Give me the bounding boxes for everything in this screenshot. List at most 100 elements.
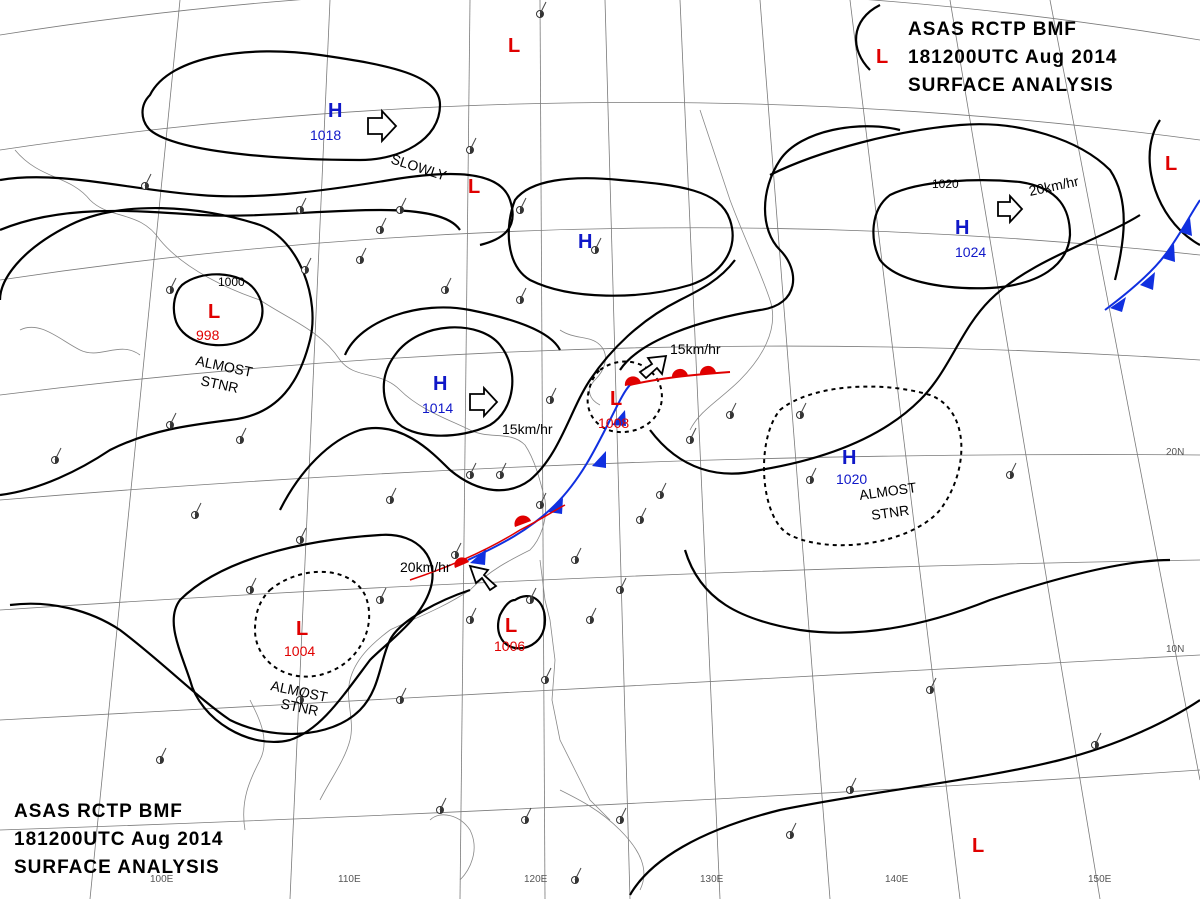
- wind-barb-icon: [379, 217, 387, 231]
- cold-front-pip: [612, 410, 626, 426]
- low-center-symbol: L: [468, 176, 480, 198]
- wind-barb-icon: [299, 687, 307, 701]
- stationary-note: STNR: [279, 695, 320, 719]
- wind-barb-icon: [469, 462, 477, 476]
- isobar: [172, 533, 434, 743]
- low-center-value: 1004: [284, 643, 315, 659]
- wind-barb-icon: [849, 777, 857, 791]
- isobar-values: 1000 1020: [218, 177, 959, 289]
- header-line: ASAS RCTP BMF: [14, 801, 183, 822]
- low-center-symbol: L: [972, 835, 984, 857]
- wind-barb-icon: [544, 667, 552, 681]
- warm-front-south: [409, 504, 566, 581]
- wind-barb-icon: [469, 137, 477, 151]
- coordinate-labels: 100E 110E 120E 130E 140E 150E 10N 20N: [150, 447, 1184, 885]
- motion-arrows: [367, 108, 1024, 592]
- cold-front-pip: [1180, 218, 1192, 236]
- warm-front-bump: [454, 557, 469, 568]
- lon-label: 110E: [338, 874, 361, 885]
- cold-front-pip: [470, 549, 486, 565]
- cold-front-pip: [1110, 297, 1126, 312]
- arrow-east-icon: [997, 193, 1024, 225]
- cold-front-pip: [592, 451, 606, 468]
- header-bottom: ASAS RCTP BMF 181200UTC Aug 2014 SURFACE…: [14, 801, 224, 878]
- isobar: [855, 4, 881, 71]
- wind-barb-icon: [239, 427, 247, 441]
- wind-barb-icon: [304, 257, 312, 271]
- low-center-symbol: L: [1165, 153, 1177, 175]
- wind-barb-icon: [299, 197, 307, 211]
- cold-front-pip: [1162, 244, 1175, 262]
- isobar-high-1020-dashed: [763, 385, 963, 547]
- header-line: 181200UTC Aug 2014: [908, 47, 1118, 68]
- wind-barb-icon: [789, 822, 797, 836]
- low-center-symbol: L: [296, 618, 308, 640]
- high-center-symbol: H: [328, 100, 342, 122]
- lon-label: 140E: [885, 874, 909, 885]
- header-line: SURFACE ANALYSIS: [14, 857, 220, 878]
- isobar: [683, 549, 1171, 634]
- wind-barb-icon: [444, 277, 452, 291]
- isobar: [0, 172, 514, 247]
- cold-front: [467, 384, 631, 561]
- header-line: 181200UTC Aug 2014: [14, 829, 224, 850]
- low-center-value: 1008: [598, 415, 629, 431]
- wind-barb-icon: [169, 277, 177, 291]
- isobar-high-1014: [382, 326, 514, 437]
- motion-notes: SLOWLY 15km/hr 15km/hr 20km/hr 20km/hr A…: [194, 151, 1080, 719]
- isobar-low-1000: [172, 273, 264, 347]
- lon-label: 100E: [150, 874, 174, 885]
- wind-barb-icon: [389, 487, 397, 501]
- cold-front-pip: [1140, 272, 1155, 290]
- high-center-value: 1014: [422, 400, 453, 416]
- wind-barb-icon: [729, 402, 737, 416]
- movement-speed: 20km/hr: [400, 559, 451, 575]
- wind-barb-icon: [659, 482, 667, 496]
- high-center-value: 1018: [310, 127, 341, 143]
- stationary-note: STNR: [199, 372, 240, 396]
- lat-label: 10N: [1166, 644, 1184, 655]
- station-plots: [51, 1, 1102, 884]
- wind-barb-icon: [54, 447, 62, 461]
- warm-front-bump: [624, 376, 641, 386]
- low-center-value: 1006: [494, 638, 525, 654]
- low-center-symbol: L: [208, 301, 220, 323]
- isobar-label: 1000: [218, 275, 245, 289]
- isobar-low-1004-dashed: [253, 570, 371, 678]
- wind-barb-icon: [469, 607, 477, 621]
- wind-barb-icon: [1009, 462, 1017, 476]
- wind-barb-icon: [194, 502, 202, 516]
- arrow-east-icon: [469, 385, 499, 419]
- isobar: [0, 208, 461, 232]
- movement-speed: 15km/hr: [502, 421, 553, 437]
- wind-barb-icon: [574, 547, 582, 561]
- wind-barb-icon: [144, 173, 152, 187]
- warm-front-bump: [671, 368, 688, 378]
- pressure-centers: H 1018 H 1014 H 1020 H 1024 H L 998 L 10…: [196, 35, 1177, 857]
- warm-front-bump: [699, 365, 716, 375]
- isobar: [0, 206, 314, 497]
- wind-barb-icon: [379, 587, 387, 601]
- low-center-symbol: L: [876, 46, 888, 68]
- isobar-low-1008-dashed: [586, 360, 663, 434]
- lat-label: 20N: [1166, 447, 1184, 458]
- low-center-symbol: L: [508, 35, 520, 57]
- wind-barb-icon: [499, 462, 507, 476]
- isobar-low-1006: [497, 595, 547, 650]
- low-center-symbol: L: [505, 615, 517, 637]
- wind-barb-icon: [689, 427, 697, 441]
- cold-front-east: [1104, 199, 1200, 311]
- wind-barb-icon: [799, 402, 807, 416]
- wind-barb-icon: [524, 807, 532, 821]
- wind-barb-icon: [589, 607, 597, 621]
- high-center-symbol: H: [433, 373, 447, 395]
- warm-front-bump: [514, 515, 531, 527]
- wind-barb-icon: [299, 527, 307, 541]
- wind-barb-icon: [399, 197, 407, 211]
- isobar: [619, 125, 901, 371]
- isobar: [649, 214, 1141, 475]
- isobar-high-north: [507, 177, 734, 297]
- isobar: [9, 588, 471, 736]
